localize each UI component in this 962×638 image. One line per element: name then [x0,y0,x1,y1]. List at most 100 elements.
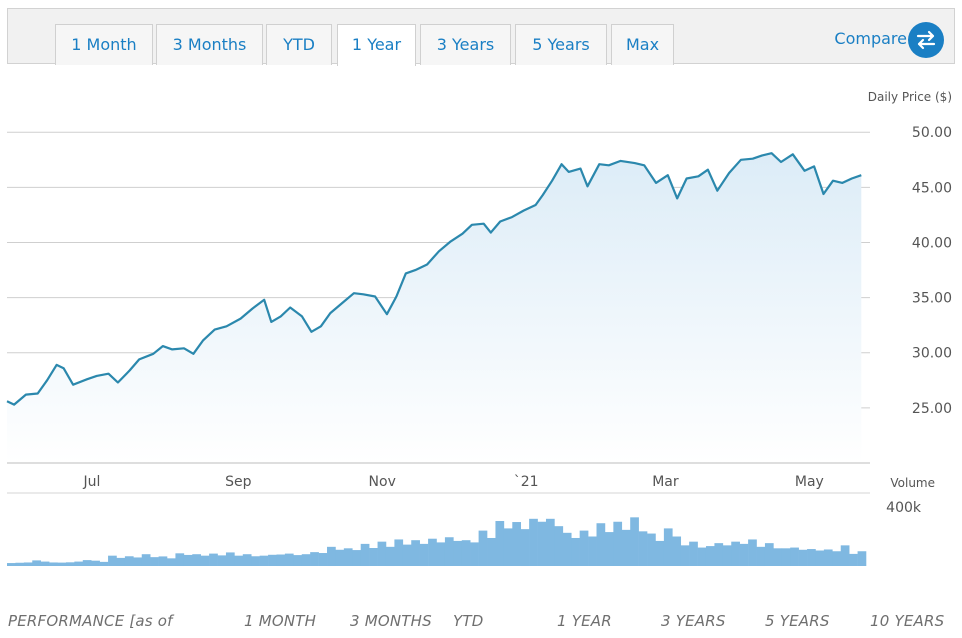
volume-bar [65,562,75,566]
volume-bar [57,562,67,566]
volume-bar [234,555,244,566]
volume-bar [318,553,328,566]
volume-bar [276,554,286,567]
price-area [7,153,862,463]
volume-tick-label: 400k [886,500,922,516]
tab-ytd[interactable]: YTD [266,24,332,65]
volume-bar [141,554,151,566]
y-tick-label: 25.00 [912,401,952,417]
volume-bar [411,540,420,566]
volume-bar [638,531,648,566]
volume-bar [596,523,606,566]
volume-bar [428,538,437,566]
volume-bar [40,561,50,566]
tab-max[interactable]: Max [611,24,674,65]
volume-bar [554,526,564,566]
volume-bar [377,541,387,566]
volume-bar [7,563,16,566]
volume-bar [209,553,218,566]
volume-bar [360,543,370,567]
volume-bar [175,553,185,567]
volume-bar [832,551,842,566]
volume-bar [251,556,260,566]
volume-bar [259,555,269,566]
y-tick-label: 35.00 [912,291,952,307]
volume-bar [478,530,488,566]
volume-bar [663,528,673,566]
performance-label: PERFORMANCE [as of [8,612,173,630]
tab-5-years[interactable]: 5 Years [515,24,607,65]
volume-bar [183,554,193,566]
volume-bar [436,542,446,566]
perf-col-5-years: 5 YEARS [765,612,830,630]
perf-col-3-years: 3 YEARS [661,612,726,630]
range-tab-bar: 1 Month 3 Months YTD 1 Year 3 Years 5 Ye… [7,8,955,66]
x-tick-label: Nov [369,474,396,490]
volume-bar [82,560,92,566]
volume-bar [108,555,117,566]
volume-bar [74,561,84,566]
volume-bar [815,550,825,566]
volume-bar [697,547,707,566]
volume-bar [225,552,235,566]
volume-bar [512,522,522,566]
volume-bar [470,542,479,566]
perf-col-ytd: YTD [453,612,484,630]
volume-bar [790,547,799,566]
volume-bar [773,548,783,566]
volume-bar [764,543,774,566]
volume-bar [823,549,833,566]
compare-button[interactable]: Compare [834,29,907,48]
y-tick-label: 40.00 [912,235,952,251]
volume-bar [545,518,555,566]
volume-bar [23,562,33,566]
volume-bar [781,548,791,566]
volume-bar [748,539,757,566]
volume-bar [49,562,58,566]
y-axis-label: Daily Price ($) [868,90,952,104]
perf-col-3-months: 3 MONTHS [350,612,432,630]
volume-bar [32,560,41,566]
volume-bar [680,545,690,566]
x-tick-label: `21 [514,474,539,490]
volume-bar [124,556,134,566]
volume-bar [630,517,639,566]
volume-label: Volume [890,476,935,490]
volume-bar [731,541,740,566]
volume-bar [91,560,100,566]
volume-bar [756,546,766,567]
volume-bar [857,551,867,566]
swap-arrows-icon[interactable] [908,22,944,58]
volume-bar [116,557,126,566]
volume-bar [192,554,201,566]
volume-bar [242,554,252,566]
perf-col-1-year: 1 YEAR [557,612,612,630]
price-line [6,152,862,406]
volume-bar [520,529,530,567]
volume-bar [579,530,589,566]
volume-bar [529,518,538,566]
volume-bar [293,555,303,566]
volume-bar [604,532,614,566]
volume-bar [495,521,505,566]
y-tick-label: 50.00 [912,125,952,141]
volume-bar [394,539,404,566]
volume-bar [655,540,665,566]
volume-bar [133,557,143,566]
volume-bar [840,545,850,566]
tab-3-months[interactable]: 3 Months [156,24,263,65]
volume-bar [714,543,724,566]
volume-bar [537,521,547,566]
tab-1-year[interactable]: 1 Year [337,24,416,66]
volume-bar [613,521,623,566]
volume-bar [739,543,749,567]
volume-bar [15,562,25,566]
tab-1-month[interactable]: 1 Month [55,24,153,65]
volume-bar [487,537,496,566]
x-tick-label: Mar [652,474,679,490]
volume-bar [217,555,227,566]
volume-bar [562,532,572,566]
volume-bar [99,561,109,566]
tab-3-years[interactable]: 3 Years [420,24,511,65]
perf-col-10-years: 10 YEARS [870,612,945,630]
